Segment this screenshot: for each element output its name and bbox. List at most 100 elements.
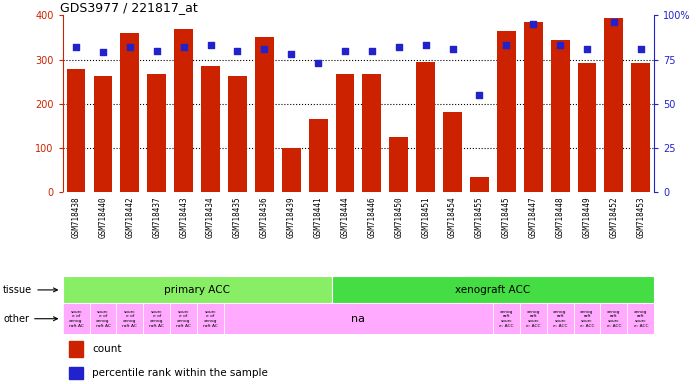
Text: GSM718450: GSM718450 [394, 196, 403, 238]
Text: sourc
e of
xenog
raft AC: sourc e of xenog raft AC [150, 310, 164, 328]
Text: other: other [3, 314, 57, 324]
Bar [174, 29, 193, 192]
Text: tissue: tissue [3, 285, 57, 295]
Point [259, 46, 270, 52]
Point [501, 42, 512, 48]
Text: GSM718451: GSM718451 [421, 196, 430, 238]
Text: xenog
raft
sourc
e: ACC: xenog raft sourc e: ACC [526, 310, 541, 328]
Bar [389, 137, 408, 192]
Bar [331, 276, 654, 303]
Point [555, 42, 566, 48]
Bar [520, 303, 546, 334]
Bar [497, 31, 516, 192]
Text: GSM718438: GSM718438 [72, 196, 81, 238]
Bar [93, 76, 112, 192]
Text: primary ACC: primary ACC [164, 285, 230, 295]
Text: GSM718449: GSM718449 [583, 196, 592, 238]
Text: xenograft ACC: xenograft ACC [455, 285, 530, 295]
Text: GSM718442: GSM718442 [125, 196, 134, 238]
Text: GSM718437: GSM718437 [152, 196, 161, 238]
Bar [116, 303, 143, 334]
Text: GSM718439: GSM718439 [287, 196, 296, 238]
Text: xenog
raft
sourc
e: ACC: xenog raft sourc e: ACC [499, 310, 514, 328]
Bar [63, 303, 90, 334]
Bar [416, 62, 435, 192]
Bar [68, 341, 84, 356]
Text: xenog
raft
sourc
e: ACC: xenog raft sourc e: ACC [553, 310, 567, 328]
Point [313, 60, 324, 66]
Bar [578, 63, 596, 192]
Bar [90, 303, 116, 334]
Text: GSM718445: GSM718445 [502, 196, 511, 238]
Text: sourc
e of
xenog
raft AC: sourc e of xenog raft AC [122, 310, 137, 328]
Point [581, 46, 592, 52]
Text: GSM718440: GSM718440 [98, 196, 107, 238]
Bar [228, 76, 247, 192]
Point [393, 44, 404, 50]
Bar [335, 74, 354, 192]
Text: GSM718434: GSM718434 [206, 196, 215, 238]
Point [420, 42, 432, 48]
Text: GSM718446: GSM718446 [367, 196, 377, 238]
Text: GSM718441: GSM718441 [314, 196, 323, 238]
Text: sourc
e of
xenog
raft AC: sourc e of xenog raft AC [176, 310, 191, 328]
Point [447, 46, 458, 52]
Bar [143, 303, 171, 334]
Bar [68, 366, 84, 379]
Point [474, 92, 485, 98]
Point [608, 19, 619, 25]
Point [178, 44, 189, 50]
Text: GSM718435: GSM718435 [233, 196, 242, 238]
Text: sourc
e of
xenog
raft AC: sourc e of xenog raft AC [95, 310, 111, 328]
Bar [148, 74, 166, 192]
Bar [524, 22, 543, 192]
Point [125, 44, 136, 50]
Point [528, 21, 539, 27]
Bar [470, 177, 489, 192]
Bar [67, 69, 86, 192]
Bar [363, 74, 381, 192]
Point [285, 51, 296, 57]
Bar [546, 303, 574, 334]
Text: GSM718448: GSM718448 [555, 196, 564, 238]
Bar [443, 112, 462, 192]
Bar [120, 33, 139, 192]
Point [635, 46, 647, 52]
Text: GSM718454: GSM718454 [448, 196, 457, 238]
Bar [551, 40, 569, 192]
Point [70, 44, 81, 50]
Text: xenog
raft
sourc
e: ACC: xenog raft sourc e: ACC [580, 310, 594, 328]
Bar [282, 148, 301, 192]
Text: percentile rank within the sample: percentile rank within the sample [92, 368, 268, 378]
Bar [197, 303, 224, 334]
Bar [601, 303, 627, 334]
Bar [574, 303, 601, 334]
Bar [493, 303, 520, 334]
Bar [631, 63, 650, 192]
Bar [63, 276, 331, 303]
Text: count: count [92, 344, 122, 354]
Text: GSM718447: GSM718447 [529, 196, 538, 238]
Bar [224, 303, 493, 334]
Bar [605, 18, 624, 192]
Point [232, 48, 243, 54]
Text: xenog
raft
sourc
e: ACC: xenog raft sourc e: ACC [607, 310, 621, 328]
Text: GSM718453: GSM718453 [636, 196, 645, 238]
Point [151, 48, 162, 54]
Text: na: na [351, 314, 365, 324]
Text: sourc
e of
xenog
raft AC: sourc e of xenog raft AC [203, 310, 218, 328]
Text: GSM718452: GSM718452 [610, 196, 619, 238]
Point [340, 48, 351, 54]
Text: GSM718436: GSM718436 [260, 196, 269, 238]
Bar [309, 119, 328, 192]
Text: xenog
raft
sourc
e: ACC: xenog raft sourc e: ACC [633, 310, 648, 328]
Point [205, 42, 216, 48]
Text: GDS3977 / 221817_at: GDS3977 / 221817_at [60, 1, 198, 14]
Bar [171, 303, 197, 334]
Bar [255, 38, 274, 192]
Text: sourc
e of
xenog
raft AC: sourc e of xenog raft AC [69, 310, 84, 328]
Point [97, 50, 109, 56]
Text: GSM718455: GSM718455 [475, 196, 484, 238]
Text: GSM718443: GSM718443 [179, 196, 188, 238]
Point [366, 48, 377, 54]
